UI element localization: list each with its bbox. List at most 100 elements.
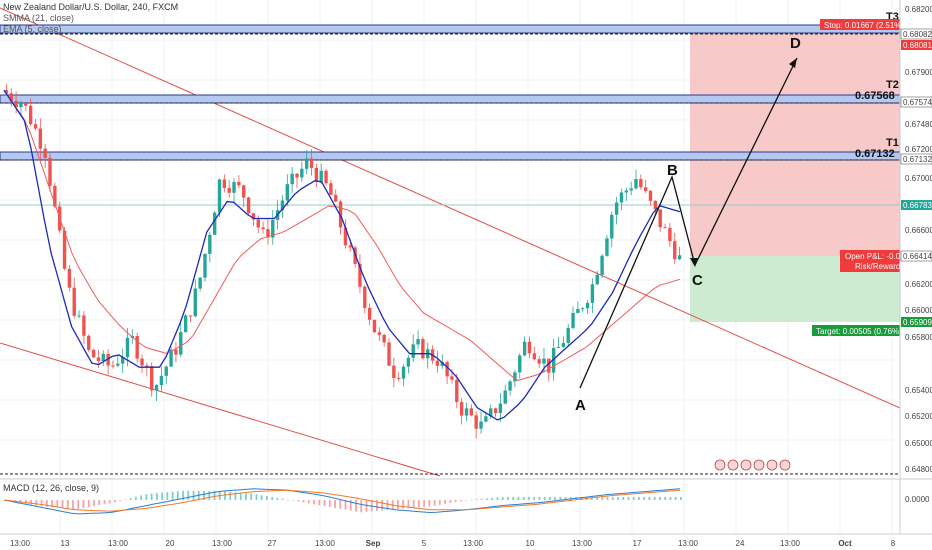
macd-hist-bar — [323, 500, 326, 507]
candle-body — [551, 347, 556, 373]
macd-hist-bar — [528, 496, 530, 500]
macd-hist-bar — [286, 499, 289, 501]
candle-body — [421, 339, 425, 359]
t1-price-text: 0.67132 — [903, 155, 932, 164]
candle-body — [614, 202, 619, 215]
ema-legend[interactable]: EMA (5, close) — [3, 24, 62, 34]
price-tick-label: 0.67000 — [905, 174, 932, 183]
t1-label: T1 — [886, 137, 899, 149]
point-d-label: D — [790, 35, 801, 52]
candle-body — [246, 197, 251, 214]
candle-body — [629, 188, 633, 191]
event-flag-icon[interactable] — [740, 459, 752, 471]
candle-body — [198, 277, 202, 289]
macd-hist-bar — [119, 500, 122, 501]
current-price-text: 0.66783 — [903, 201, 932, 210]
candle-body — [82, 315, 86, 336]
target-price-text: 0.65909 — [903, 318, 932, 327]
candle-body — [435, 360, 440, 366]
candle-body — [581, 308, 585, 310]
macd-hist-bar — [187, 490, 190, 500]
price-tick-label: 0.67900 — [905, 68, 932, 77]
candle-body — [309, 158, 314, 168]
pnl-badge[interactable] — [840, 250, 900, 272]
candle-body — [164, 366, 168, 376]
price-axis[interactable]: 0.68200 0.67900 0.67480 0.67200 0.67000 0.666… — [905, 5, 932, 474]
macd-legend[interactable]: MACD (12, 26, close, 9) — [3, 483, 100, 493]
macd-hist-bar — [24, 500, 27, 504]
smma-line[interactable] — [3, 89, 681, 381]
price-tick-label: 0.67200 — [905, 145, 932, 154]
macd-hist-bar — [538, 496, 541, 500]
candle-body — [4, 90, 9, 94]
candle-body — [179, 332, 183, 355]
candle-body — [498, 403, 503, 414]
macd-hist-bar — [239, 492, 242, 500]
candle-body — [38, 128, 43, 149]
time-axis[interactable]: 13:00 13 13:00 20 13:00 27 13:00 Sep 5 13:00 10 13:… — [10, 539, 896, 548]
smma-legend[interactable]: SMMA (21, close) — [3, 13, 75, 23]
candle-body — [120, 357, 125, 364]
macd-hist-bar — [124, 499, 127, 501]
candle-body — [280, 200, 285, 211]
candle-body — [542, 358, 546, 364]
macd-hist-bar — [501, 496, 504, 500]
economic-events-icons[interactable] — [714, 459, 791, 471]
macd-hist-bar — [145, 494, 148, 500]
macd-hist-bar — [61, 500, 64, 509]
abcd-pattern-path[interactable] — [579, 57, 798, 389]
candle-body — [382, 334, 386, 343]
time-tick-label: 13 — [61, 539, 70, 548]
candle-body — [372, 319, 377, 333]
macd-hist-bar — [349, 500, 352, 511]
candle-body — [639, 179, 643, 188]
candle-body — [300, 168, 304, 178]
price-tick-label: 0.67480 — [905, 120, 932, 129]
candle-body — [556, 347, 561, 349]
macd-hist-bar — [412, 500, 415, 508]
candle-body — [571, 312, 575, 328]
candle-body — [527, 341, 532, 354]
t2-zone[interactable] — [0, 94, 901, 104]
channel-lower-line[interactable] — [0, 342, 441, 477]
macd-hist-bar — [423, 500, 426, 507]
event-flag-icon[interactable] — [766, 459, 778, 471]
candle-body — [338, 201, 343, 228]
macd-hist-bar — [674, 496, 677, 500]
candle-body — [53, 185, 57, 207]
target-badge[interactable] — [812, 325, 900, 336]
macd-hist-bar — [40, 500, 43, 507]
candle-body — [450, 376, 454, 380]
time-tick-label: 13:00 — [10, 539, 31, 548]
event-flag-icon[interactable] — [779, 459, 791, 471]
candle-body — [469, 408, 474, 416]
macd-hist-bar — [386, 500, 389, 511]
stop-badge[interactable] — [820, 19, 900, 30]
macd-hist-bar — [533, 496, 536, 500]
candle-body — [217, 179, 222, 213]
t3-price-tag — [900, 28, 932, 40]
macd-hist-bar — [622, 496, 625, 500]
t1-zone[interactable] — [0, 151, 901, 161]
macd-hist-bar — [627, 496, 630, 500]
ema-line[interactable] — [3, 89, 681, 421]
t3-zone[interactable] — [0, 24, 901, 34]
candle-body — [72, 287, 76, 316]
signal-line[interactable] — [3, 489, 681, 512]
symbol-title[interactable]: New Zealand Dollar/U.S. Dollar, 240, FXC… — [3, 2, 179, 12]
candle-body — [242, 185, 246, 198]
macd-hist-bar — [486, 498, 488, 500]
channel-upper-line[interactable] — [0, 7, 901, 409]
event-flag-icon[interactable] — [753, 459, 765, 471]
macd-hist-bar — [266, 496, 268, 500]
event-flag-icon[interactable] — [727, 459, 739, 471]
macd-line[interactable] — [3, 488, 681, 515]
target-price-tag — [901, 317, 932, 327]
macd-hist-bar — [250, 493, 253, 500]
macd-hist-bar — [638, 496, 640, 500]
event-flag-icon[interactable] — [714, 459, 726, 471]
candle-body — [663, 227, 667, 229]
candle-body — [67, 268, 72, 288]
pattern-arrow-head-c — [690, 258, 698, 267]
